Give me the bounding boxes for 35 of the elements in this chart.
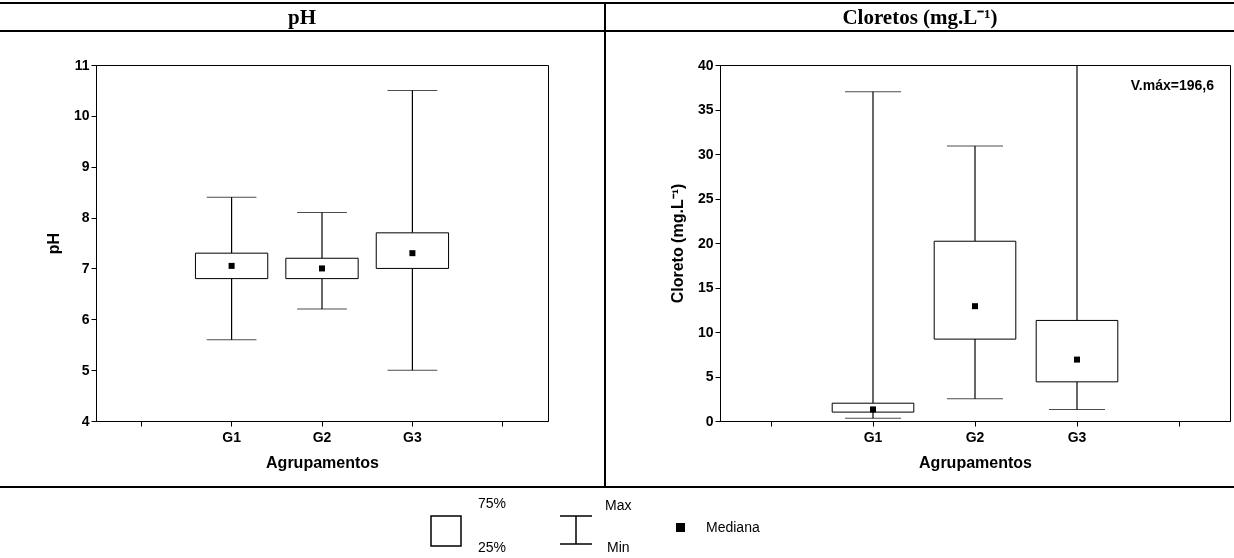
- x-tick-label: G3: [403, 428, 422, 445]
- y-tick-label: 10: [73, 107, 90, 124]
- chart-title: Cloretos (mg.L⁻¹): [841, 5, 999, 29]
- y-tick-label: 7: [81, 259, 90, 276]
- y-tick-label: 35: [697, 101, 714, 117]
- y-tick-label: 5: [705, 368, 714, 384]
- y-tick-label: 5: [81, 361, 90, 378]
- y-tick-label: 25: [697, 190, 714, 206]
- y-tick-label: 15: [697, 279, 714, 295]
- y-tick-label: 0: [705, 412, 714, 429]
- y-axis-title: Cloreto (mg.L⁻¹): [668, 183, 686, 304]
- x-tick-label: G1: [863, 428, 883, 445]
- y-tick-label: 30: [697, 145, 714, 162]
- text: Min: [607, 539, 630, 555]
- y-tick-label: 10: [697, 323, 714, 340]
- y-tick-label: 20: [697, 234, 714, 251]
- x-tick-label: G2: [312, 428, 332, 445]
- y-axis-title: pH: [44, 232, 62, 255]
- chart-title: pH: [287, 5, 317, 29]
- x-axis-title: Agrupamentos: [919, 453, 1033, 471]
- y-tick-label: 11: [74, 56, 90, 73]
- x-tick-label: G1: [222, 428, 242, 445]
- y-tick-label: 9: [81, 158, 90, 175]
- y-tick-label: 6: [81, 310, 90, 327]
- y-tick-label: 4: [81, 412, 90, 429]
- text: 75%: [478, 495, 507, 511]
- x-tick-label: G3: [1067, 428, 1087, 445]
- y-tick-label: 8: [81, 209, 90, 226]
- text: Mediana: [706, 519, 760, 535]
- text: Max: [605, 497, 632, 513]
- annotation: V.máx=196,6: [1130, 77, 1215, 93]
- x-tick-label: G2: [965, 428, 985, 445]
- x-axis-title: Agrupamentos: [266, 453, 380, 471]
- y-tick-label: 40: [697, 56, 714, 73]
- text: 25%: [478, 539, 507, 555]
